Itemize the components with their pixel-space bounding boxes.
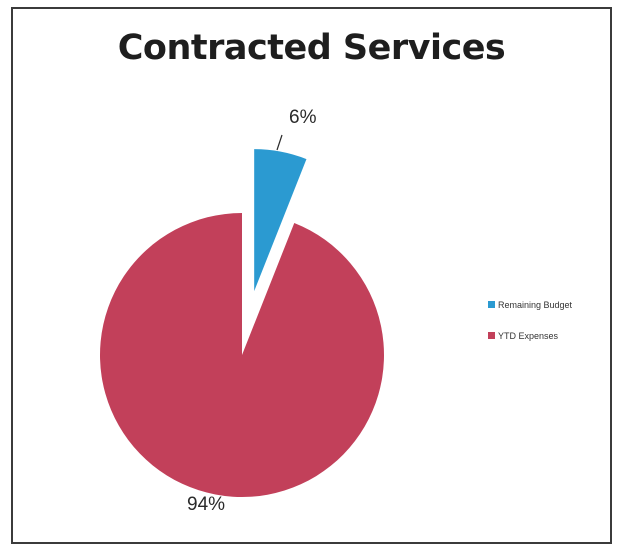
legend: Remaining Budget YTD Expenses	[488, 300, 573, 341]
legend-label-ytd-expenses: YTD Expenses	[498, 331, 559, 341]
data-label-ytd-expenses: 94%	[187, 494, 225, 515]
chart-title: Contracted Services	[117, 28, 506, 68]
pie-slice-remaining-budget	[254, 149, 307, 292]
data-label-remaining-budget: 6%	[289, 107, 317, 128]
pie-slice-ytd-expenses	[100, 213, 385, 497]
legend-swatch-remaining-budget	[488, 301, 495, 308]
legend-swatch-ytd-expenses	[488, 332, 495, 339]
legend-label-remaining-budget: Remaining Budget	[498, 300, 573, 310]
leader-line-remaining-budget	[276, 134, 283, 151]
